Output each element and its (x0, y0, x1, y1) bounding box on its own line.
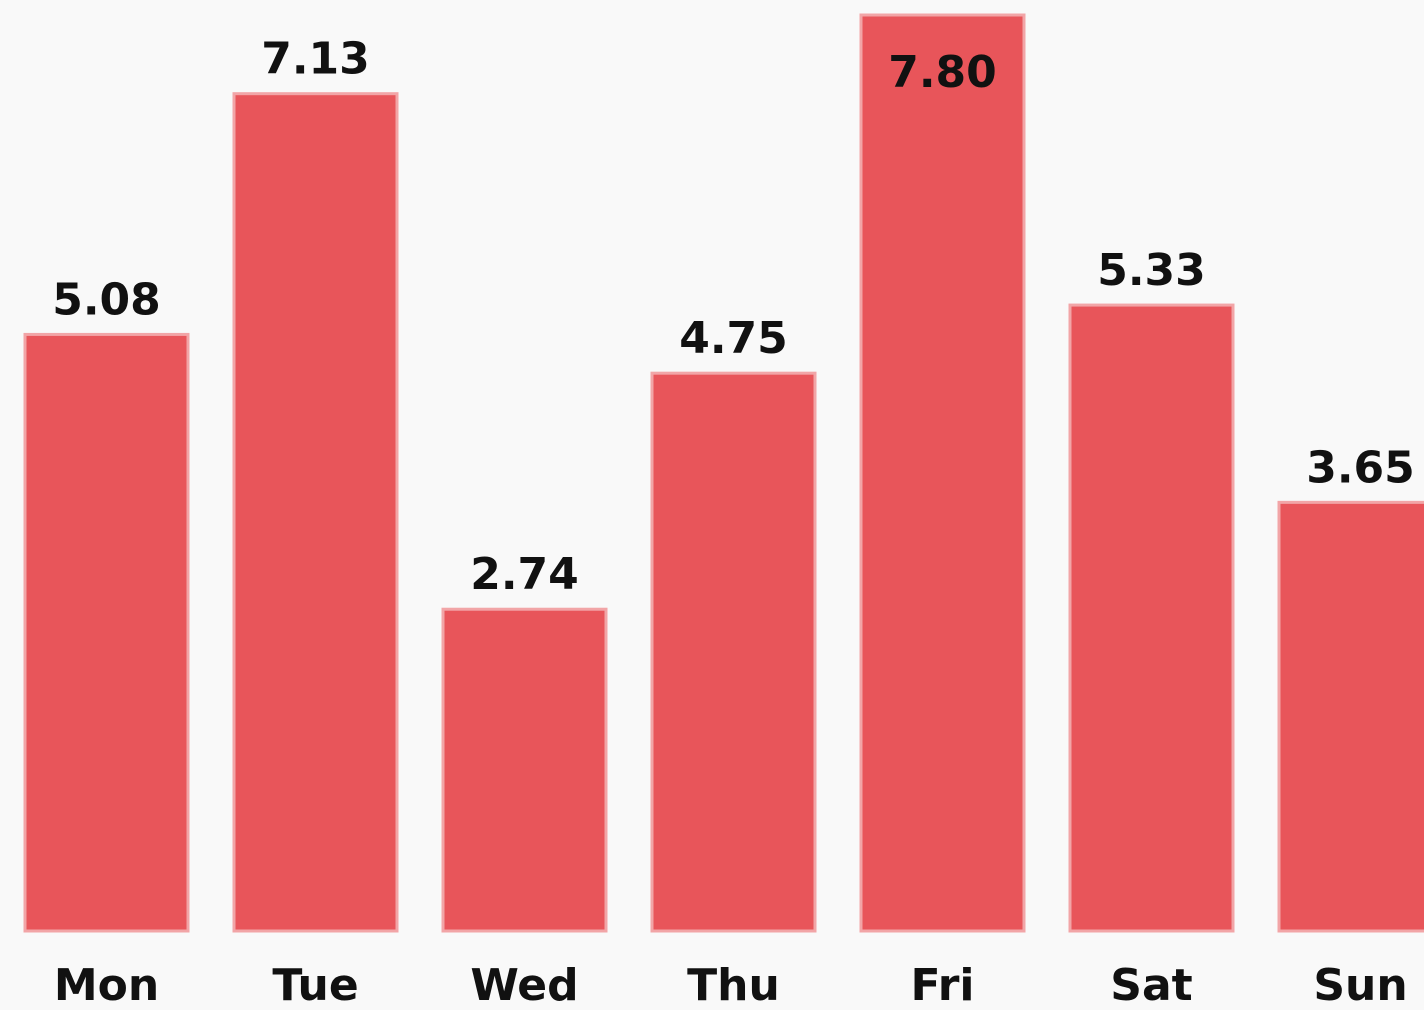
data-label: 5.08 (52, 274, 161, 325)
bar (232, 92, 399, 933)
data-label: 7.80 (888, 47, 997, 98)
x-tick-label: Wed (470, 960, 578, 1010)
bar (23, 332, 190, 933)
data-label: 3.65 (1306, 442, 1415, 493)
data-label: 7.13 (261, 34, 370, 85)
bar (650, 371, 817, 933)
x-tick-label: Sat (1110, 960, 1192, 1010)
bar (441, 607, 608, 933)
x-tick-label: Fri (910, 960, 974, 1010)
x-tick-label: Tue (272, 960, 358, 1010)
bar (1068, 303, 1235, 933)
data-label: 2.74 (470, 549, 579, 600)
data-label: 5.33 (1097, 245, 1206, 296)
bar (1277, 500, 1424, 933)
x-tick-label: Sun (1313, 960, 1407, 1010)
data-label: 4.75 (679, 313, 788, 364)
bar (859, 13, 1026, 933)
x-tick-label: Mon (54, 960, 159, 1010)
x-tick-label: Thu (687, 960, 780, 1010)
